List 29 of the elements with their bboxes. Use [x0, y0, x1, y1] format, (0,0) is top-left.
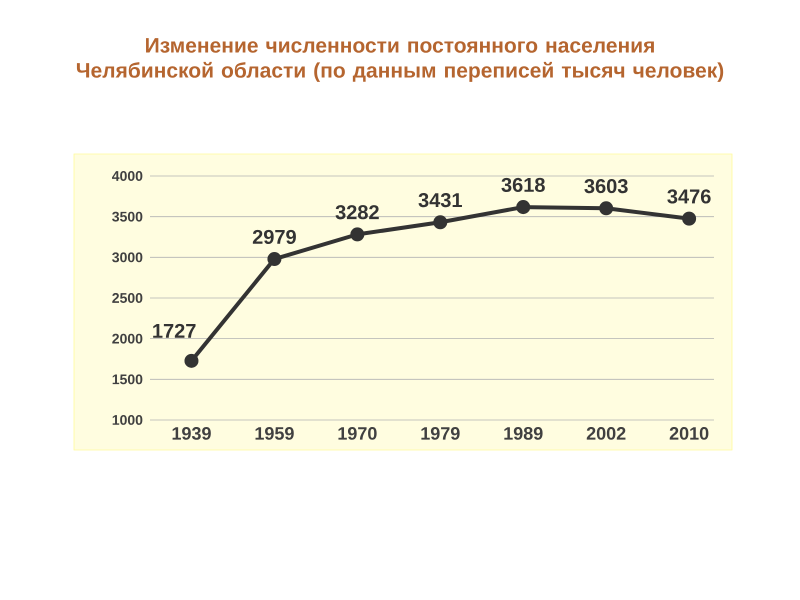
- point: [682, 212, 696, 226]
- y-tick-label: 3500: [112, 212, 142, 222]
- point: [350, 227, 364, 242]
- point: [599, 201, 614, 216]
- y-tick-label: 2000: [112, 334, 142, 344]
- x-tick-label: 1979: [421, 427, 460, 440]
- data-label: 1727: [153, 324, 196, 338]
- point: [184, 354, 198, 368]
- data-label: 3618: [501, 178, 545, 192]
- y-tick-label: 2500: [112, 293, 142, 303]
- y-tick-label: 1000: [112, 415, 142, 425]
- x-tick-label: 1939: [172, 427, 211, 440]
- point: [267, 252, 282, 266]
- y-tick-label: 4000: [112, 171, 142, 181]
- x-tick-label: 1970: [338, 427, 377, 440]
- y-tick-label: 3000: [112, 252, 142, 262]
- data-label: 3603: [584, 179, 628, 194]
- x-tick-label: 1989: [504, 427, 543, 440]
- data-label: 2979: [252, 230, 296, 244]
- x-tick-label: 2002: [586, 427, 626, 440]
- chart-title: Изменение численности постоянного населения Челябинской области (по данным переписей тысяч человек): [76, 38, 724, 82]
- data-label: 3431: [418, 193, 462, 208]
- x-tick-label: 1959: [256, 427, 294, 440]
- point: [433, 215, 448, 230]
- data-label: 3476: [667, 189, 711, 204]
- y-tick-label: 1500: [112, 374, 142, 384]
- point: [516, 200, 530, 214]
- x-tick-label: 2010: [670, 427, 708, 440]
- data-label: 3282: [336, 205, 379, 220]
